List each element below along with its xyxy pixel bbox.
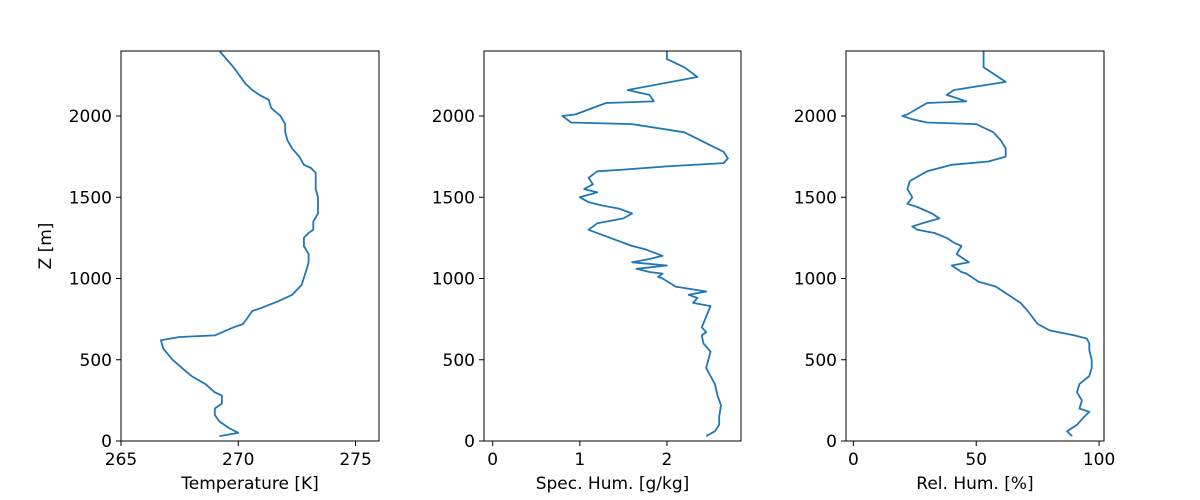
subplot-1: 265 270 275 0 500 1000 1500 2000 Temperature [K]… (36, 50, 380, 494)
y-tick-label: 1000 (69, 270, 112, 290)
x-axis-label: Rel. Hum. [%] (916, 474, 1033, 494)
x-tick-label: 2 (662, 450, 673, 470)
y-tick-label: 500 (80, 351, 112, 371)
x-tick-label: 270 (222, 450, 254, 470)
y-tick-label: 0 (826, 432, 837, 452)
y-tick-label: 1000 (794, 270, 837, 290)
y-axis-label: Z [m] (36, 223, 56, 270)
axes-frame (845, 50, 1105, 442)
x-tick-label: 100 (1083, 450, 1115, 470)
subplot-2: 0 1 2 0 500 1000 1500 2000 Spec. Hum. [g/kg] (432, 50, 742, 494)
y-tick-label: 1500 (432, 188, 475, 208)
axes-frame (483, 50, 742, 442)
series-line-1 (901, 51, 1093, 437)
x-axis-label: Spec. Hum. [g/kg] (536, 474, 690, 494)
x-tick-label: 50 (965, 450, 987, 470)
axes-frame (120, 50, 380, 442)
series-line-1 (159, 51, 319, 437)
y-tick-label: 1000 (432, 270, 475, 290)
y-tick-label: 1500 (69, 188, 112, 208)
y-tick-label: 1500 (794, 188, 837, 208)
series-line-1 (561, 51, 729, 437)
x-tick-label: 275 (339, 450, 371, 470)
x-axis-label: Temperature [K] (180, 474, 319, 494)
y-tick-label: 500 (805, 351, 837, 371)
y-tick-label: 500 (443, 351, 475, 371)
x-tick-label: 0 (487, 450, 498, 470)
y-tick-label: 2000 (432, 107, 475, 127)
y-tick-label: 2000 (69, 107, 112, 127)
x-tick-label: 265 (105, 450, 137, 470)
y-tick-label: 0 (101, 432, 112, 452)
x-tick-label: 0 (848, 450, 859, 470)
y-tick-label: 2000 (794, 107, 837, 127)
y-tick-label: 0 (464, 432, 475, 452)
x-tick-label: 1 (574, 450, 585, 470)
